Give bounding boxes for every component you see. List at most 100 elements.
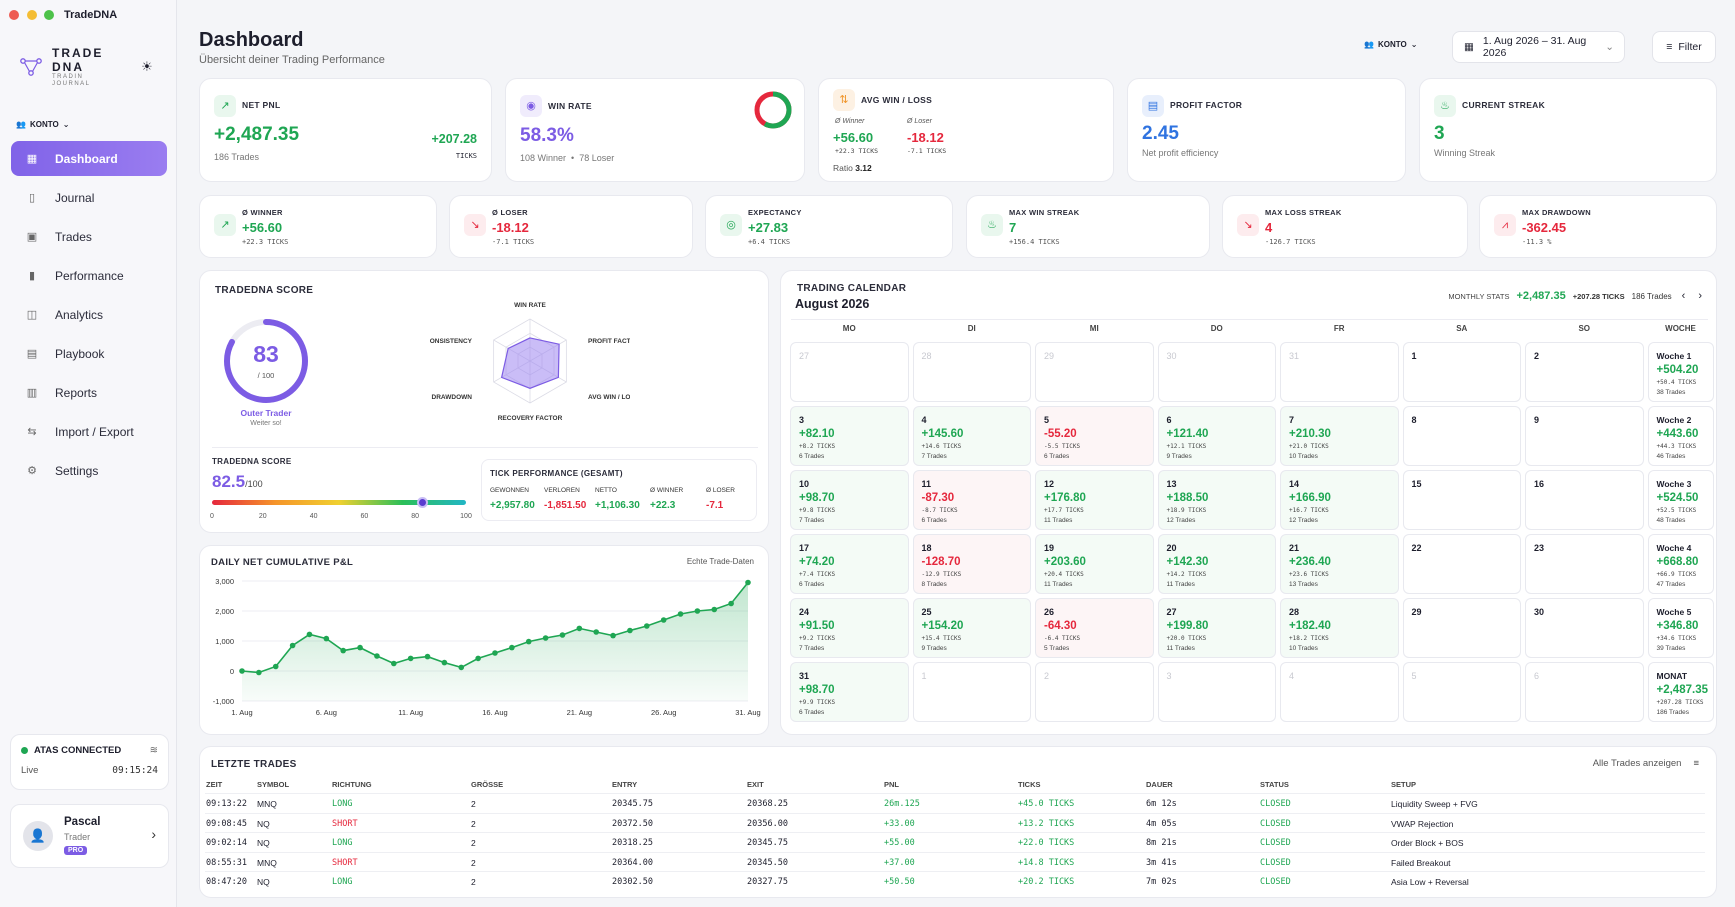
sidebar-konto-select[interactable]: 👥 KONTO ⌄ [16, 120, 69, 129]
calendar-day-cell[interactable]: 31 [1280, 342, 1399, 402]
table-row[interactable]: 09:02:14 NQ LONG 2 20318.25 20345.75 +55.00 +22… [205, 832, 1705, 852]
calendar-day-cell[interactable]: 5 [1402, 662, 1521, 722]
calendar-day-cell[interactable]: 13 +188.50 +18.9 TICKS 12 Trades [1157, 470, 1276, 530]
table-cell-dur: 3m 41s [1146, 857, 1177, 868]
current-streak-card[interactable]: ♨ CURRENT STREAK 3 Winning Streak [1419, 78, 1717, 182]
calendar-day-number: 16 [1534, 479, 1545, 489]
calendar-day-cell[interactable]: 4 +145.60 +14.6 TICKS 7 Trades [912, 406, 1031, 466]
week-label: Woche 4 [1656, 543, 1692, 553]
calendar-day-cell[interactable]: 24 +91.50 +9.2 TICKS 7 Trades [790, 598, 909, 658]
calendar-day-number: 2 [1044, 671, 1050, 681]
sidebar-item-playbook[interactable]: ▤ Playbook [11, 336, 167, 371]
calendar-day-cell[interactable]: 26 -64.30 -6.4 TICKS 5 Trades [1035, 598, 1154, 658]
y-tick-label: 0 [230, 667, 234, 676]
calendar-day-cell[interactable]: 3 [1157, 662, 1276, 722]
calendar-day-cell[interactable]: 6 [1525, 662, 1644, 722]
sun-icon[interactable]: ☀ [141, 59, 153, 74]
calendar-day-pnl: +91.50 [799, 620, 835, 632]
calendar-day-cell[interactable]: 12 +176.80 +17.7 TICKS 11 Trades [1035, 470, 1154, 530]
chart-point [306, 631, 313, 638]
window-minimize-button[interactable] [27, 10, 37, 20]
calendar-day-cell[interactable]: 30 [1525, 598, 1644, 658]
calendar-day-cell[interactable]: 22 [1402, 534, 1521, 594]
calendar-day-cell[interactable]: 5 -55.20 -5.5 TICKS 6 Trades [1035, 406, 1154, 466]
table-row[interactable]: 09:08:45 NQ SHORT 2 20372.50 20356.00 +33.00 +1… [205, 812, 1705, 833]
sidebar-item-analytics[interactable]: ◫ Analytics [11, 297, 167, 332]
calendar-day-cell[interactable]: 10 +98.70 +9.8 TICKS 7 Trades [790, 470, 909, 530]
calendar-day-cell[interactable]: 6 +121.40 +12.1 TICKS 9 Trades [1157, 406, 1276, 466]
sidebar-item-import-export[interactable]: ⇆ Import / Export [11, 414, 167, 449]
calendar-week-total[interactable]: Woche 3 +524.50 +52.5 TICKS 48 Trades [1647, 470, 1714, 530]
calendar-day-cell[interactable]: 9 [1525, 406, 1644, 466]
calendar-day-cell[interactable]: 30 [1157, 342, 1276, 402]
avg-win-loss-card[interactable]: ⇅ AVG WIN / LOSS Ø Winner Ø Loser +56.60… [818, 78, 1114, 182]
calendar-day-cell[interactable]: 27 [790, 342, 909, 402]
stat-card-max-win-streak[interactable]: ♨ MAX WIN STREAK 7 +156.4 TICKS [966, 195, 1210, 258]
calendar-week-total[interactable]: Woche 2 +443.60 +44.3 TICKS 46 Trades [1647, 406, 1714, 466]
last-trades-title: LETZTE TRADES [211, 759, 297, 770]
window-close-button[interactable] [9, 10, 19, 20]
sidebar-item-dashboard[interactable]: ▦ Dashboard [11, 141, 167, 176]
window-maximize-button[interactable] [44, 10, 54, 20]
calendar-week-total[interactable]: MONAT +2,487.35 +207.28 TICKS 186 Trades [1647, 662, 1714, 722]
stat-card-expectancy[interactable]: ◎ EXPECTANCY +27.83 +6.4 TICKS [705, 195, 953, 258]
calendar-day-cell[interactable]: 16 [1525, 470, 1644, 530]
win-rate-card[interactable]: ◉ WIN RATE 58.3% 108 Winner • 78 Loser [505, 78, 805, 182]
calendar-day-cell[interactable]: 17 +74.20 +7.4 TICKS 6 Trades [790, 534, 909, 594]
calendar-day-cell[interactable]: 28 +182.40 +18.2 TICKS 10 Trades [1280, 598, 1399, 658]
sidebar-item-journal[interactable]: ▯ Journal [11, 180, 167, 215]
user-card[interactable]: 👤 Pascal Trader PRO › [10, 804, 169, 868]
calendar-day-cell[interactable]: 18 -128.70 -12.9 TICKS 8 Trades [912, 534, 1031, 594]
stat-card-max-loss-streak[interactable]: ↘ MAX LOSS STREAK 4 -126.7 TICKS [1222, 195, 1468, 258]
filter-icon: ≡ [1666, 41, 1673, 53]
calendar-day-cell[interactable]: 1 [912, 662, 1031, 722]
sidebar-item-trades[interactable]: ▣ Trades [11, 219, 167, 254]
sidebar-item-reports[interactable]: ▥ Reports [11, 375, 167, 410]
table-row[interactable]: 09:13:22 MNQ LONG 2 20345.75 20368.25 26m.125 +… [205, 793, 1705, 813]
table-cell-time: 09:02:14 [206, 838, 247, 848]
calendar-day-cell[interactable]: 14 +166.90 +16.7 TICKS 12 Trades [1280, 470, 1399, 530]
konto-select[interactable]: 👥 KONTO ⌄ [1364, 40, 1417, 49]
table-cell-pnl: +33.00 [884, 818, 915, 829]
calendar-day-cell[interactable]: 2 [1525, 342, 1644, 402]
sidebar-item-performance[interactable]: ▮ Performance [11, 258, 167, 293]
calendar-day-cell[interactable]: 8 [1402, 406, 1521, 466]
calendar-day-cell[interactable]: 4 [1280, 662, 1399, 722]
calendar-day-ticks: +9.8 TICKS [799, 507, 836, 514]
stat-card-avg-loser[interactable]: ↘ Ø LOSER -18.12 -7.1 TICKS [449, 195, 693, 258]
filter-button[interactable]: ≡ Filter [1652, 31, 1716, 63]
calendar-week-total[interactable]: Woche 4 +668.80 +66.9 TICKS 47 Trades [1647, 534, 1714, 594]
calendar-day-cell[interactable]: 1 [1402, 342, 1521, 402]
table-row[interactable]: 08:47:20 NQ LONG 2 20302.50 20327.75 +50.50 +20… [205, 871, 1705, 891]
all-trades-link[interactable]: Alle Trades anzeigen ≡ [1593, 758, 1699, 769]
stat-card-avg-winner[interactable]: ↗ Ø WINNER +56.60 +22.3 TICKS [199, 195, 437, 258]
stat-card-max-drawdown[interactable]: ⩘ MAX DRAWDOWN -362.45 -11.3 % [1479, 195, 1717, 258]
chevron-left-icon[interactable]: ‹ [1681, 290, 1686, 302]
calendar-day-cell[interactable]: 21 +236.40 +23.6 TICKS 13 Trades [1280, 534, 1399, 594]
calendar-day-cell[interactable]: 15 [1402, 470, 1521, 530]
sidebar-item-settings[interactable]: ⚙ Settings [11, 453, 167, 488]
calendar-day-cell[interactable]: 23 [1525, 534, 1644, 594]
calendar-day-cell[interactable]: 19 +203.60 +20.4 TICKS 11 Trades [1035, 534, 1154, 594]
net-pnl-card[interactable]: ↗ NET PNL +2,487.35 186 Trades +207.28 T… [199, 78, 492, 182]
table-row[interactable]: 08:55:31 MNQ SHORT 2 20364.00 20345.50 +37.00 +… [205, 851, 1705, 872]
profit-factor-card[interactable]: ▤ PROFIT FACTOR 2.45 Net profit efficien… [1127, 78, 1406, 182]
calendar-day-cell[interactable]: 3 +82.10 +8.2 TICKS 6 Trades [790, 406, 909, 466]
calendar-day-cell[interactable]: 31 +98.70 +9.9 TICKS 6 Trades [790, 662, 909, 722]
calendar-day-cell[interactable]: 11 -87.30 -8.7 TICKS 6 Trades [912, 470, 1031, 530]
calendar-day-cell[interactable]: 29 [1035, 342, 1154, 402]
calendar-day-cell[interactable]: 29 [1402, 598, 1521, 658]
calendar-week-total[interactable]: Woche 1 +504.20 +50.4 TICKS 38 Trades [1647, 342, 1714, 402]
date-range-picker[interactable]: ▦ 1. Aug 2026 – 31. Aug 2026 ⌄ [1452, 31, 1625, 63]
chevron-right-icon[interactable]: › [1698, 290, 1702, 302]
calendar-day-number: 17 [799, 543, 810, 553]
calendar-day-cell[interactable]: 7 +210.30 +21.0 TICKS 10 Trades [1280, 406, 1399, 466]
calendar-day-cell[interactable]: 25 +154.20 +15.4 TICKS 9 Trades [912, 598, 1031, 658]
calendar-week-total[interactable]: Woche 5 +346.80 +34.6 TICKS 39 Trades [1647, 598, 1714, 658]
all-trades-label: Alle Trades anzeigen [1592, 758, 1682, 769]
calendar-day-cell[interactable]: 27 +199.80 +20.0 TICKS 11 Trades [1157, 598, 1276, 658]
calendar-day-cell[interactable]: 28 [912, 342, 1031, 402]
calendar-day-header: SO [1578, 324, 1591, 333]
calendar-day-cell[interactable]: 2 [1035, 662, 1154, 722]
calendar-day-cell[interactable]: 20 +142.30 +14.2 TICKS 11 Trades [1157, 534, 1276, 594]
